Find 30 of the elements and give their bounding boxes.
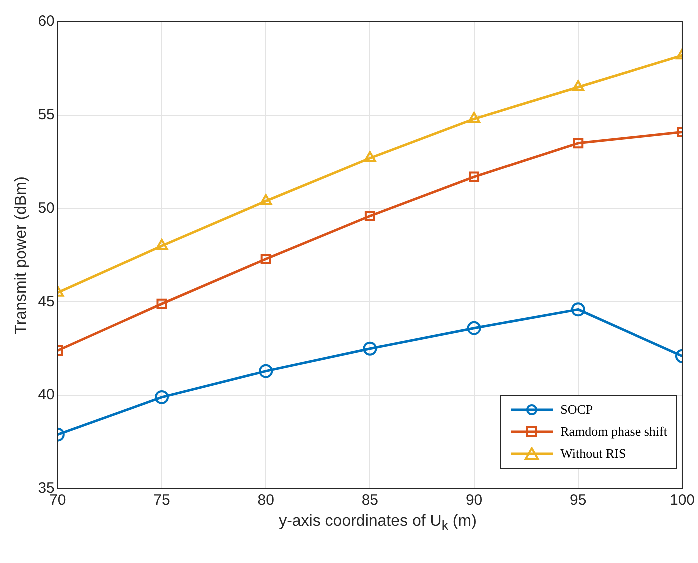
legend-label: SOCP <box>560 402 594 418</box>
x-tick-label: 85 <box>362 492 379 510</box>
point <box>363 342 378 356</box>
point <box>156 239 168 250</box>
x-axis-title: y-axis coordinates of U$_{k}$ (m) <box>278 513 478 534</box>
y-tick-label: 50 <box>38 200 55 217</box>
legend-label: Without RIS <box>560 446 626 462</box>
x-tick-label: 95 <box>570 492 587 510</box>
x-tick-label: 100 <box>670 492 695 510</box>
point <box>156 298 168 310</box>
y-tick-label: 40 <box>38 386 55 404</box>
x-tick-label: 80 <box>258 492 274 510</box>
point <box>571 302 586 317</box>
y-axis-title: Transmit power (dBm) <box>13 176 30 334</box>
point <box>469 172 480 182</box>
x-tick-label: 70 <box>50 492 66 510</box>
y-tick-label: 45 <box>38 293 55 310</box>
legend-label: Ramdom phase shift <box>560 424 668 440</box>
point <box>260 194 272 206</box>
point <box>468 112 480 124</box>
point <box>467 321 482 336</box>
y-tick-label: 55 <box>38 106 55 124</box>
point <box>154 390 169 404</box>
x-tick-label: 75 <box>154 492 170 510</box>
point <box>364 151 376 162</box>
point <box>364 211 376 222</box>
point <box>260 254 272 264</box>
y-tick-label: 60 <box>38 13 55 30</box>
point <box>259 364 274 378</box>
x-tick-label: 90 <box>466 492 483 510</box>
